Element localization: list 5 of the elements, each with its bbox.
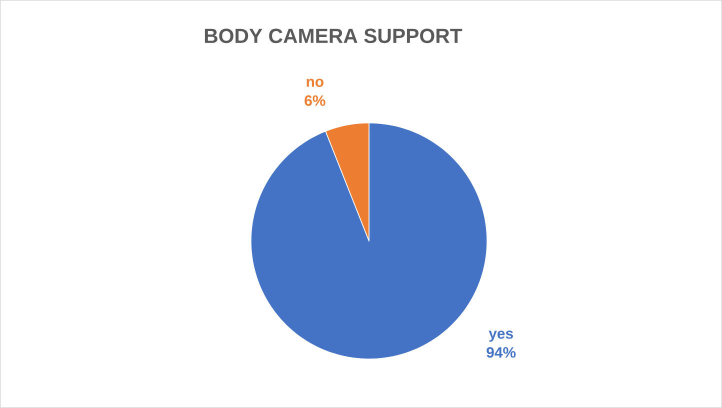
data-label: 6% — [304, 95, 326, 106]
slice-label: no — [306, 78, 324, 87]
data-label: 94% — [486, 347, 516, 358]
slice-label: yes — [488, 330, 513, 342]
chart-title: BODY CAMERA SUPPORT — [204, 28, 462, 44]
